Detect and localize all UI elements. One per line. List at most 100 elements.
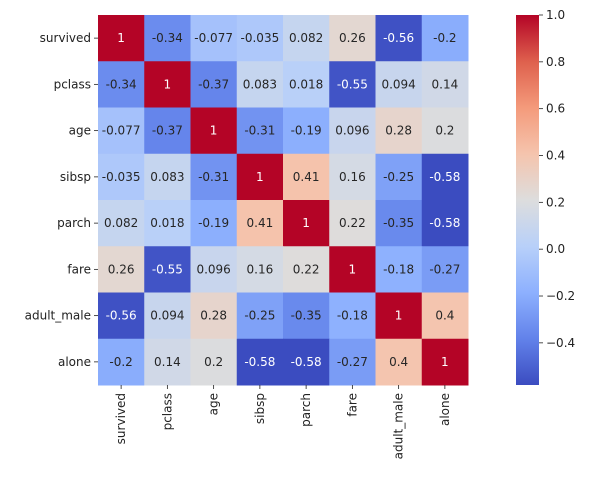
cell-value-label: 0.41 bbox=[293, 170, 320, 184]
heatmap-cell bbox=[329, 246, 376, 293]
heatmap-cell bbox=[375, 107, 423, 155]
heatmap-cell bbox=[144, 107, 191, 155]
cell-value-label: -0.35 bbox=[383, 216, 414, 230]
heatmap-cell bbox=[283, 15, 330, 62]
heatmap-cell bbox=[421, 15, 469, 62]
y-tick-label: age bbox=[69, 124, 91, 138]
heatmap-cell bbox=[329, 292, 376, 340]
heatmap-cell bbox=[421, 338, 469, 386]
cell-value-label: 0.26 bbox=[339, 31, 366, 45]
heatmap-cell bbox=[421, 61, 469, 108]
cell-value-label: -0.34 bbox=[152, 31, 183, 45]
y-tick-label: sibsp bbox=[60, 170, 91, 184]
heatmap-cell bbox=[421, 200, 469, 247]
cell-value-label: -0.56 bbox=[106, 309, 137, 323]
cell-value-label: -0.18 bbox=[383, 262, 414, 276]
heatmap-cell bbox=[236, 200, 284, 247]
cell-value-label: 0.083 bbox=[243, 77, 277, 91]
cell-value-label: -0.58 bbox=[429, 170, 460, 184]
cell-value-label: -0.077 bbox=[102, 124, 141, 138]
heatmap-cell bbox=[283, 200, 330, 247]
heatmap-cell bbox=[190, 15, 238, 62]
heatmap-cells bbox=[98, 15, 469, 386]
heatmap-cell bbox=[236, 292, 284, 340]
heatmap-cell bbox=[329, 153, 376, 201]
cell-value-label: -0.27 bbox=[429, 262, 460, 276]
x-tick-label: pclass bbox=[160, 393, 174, 430]
cell-value-label: -0.55 bbox=[337, 77, 368, 91]
cell-value-label: 0.082 bbox=[104, 216, 138, 230]
heatmap-cell bbox=[98, 15, 145, 62]
y-tick-label: adult_male bbox=[25, 309, 91, 323]
heatmap-cell bbox=[375, 153, 423, 201]
heatmap-cell bbox=[283, 292, 330, 340]
y-tick-label: pclass bbox=[54, 77, 91, 91]
heatmap-cell bbox=[329, 338, 376, 386]
cell-value-label: 1 bbox=[164, 77, 172, 91]
heatmap-cell bbox=[283, 61, 330, 108]
cell-value-label: 0.22 bbox=[293, 262, 320, 276]
heatmap-cell bbox=[283, 338, 330, 386]
cell-value-label: -0.31 bbox=[198, 170, 229, 184]
cell-value-label: -0.25 bbox=[383, 170, 414, 184]
x-tick-label: adult_male bbox=[392, 393, 406, 459]
cell-value-label: 0.26 bbox=[108, 262, 135, 276]
cell-value-label: 0.082 bbox=[289, 31, 323, 45]
x-tick-label: survived bbox=[114, 393, 128, 444]
y-tick-label: alone bbox=[58, 355, 91, 369]
cell-value-label: 0.018 bbox=[150, 216, 184, 230]
cell-value-label: 0.16 bbox=[339, 170, 366, 184]
cell-value-label: -0.27 bbox=[337, 355, 368, 369]
heatmap-cell bbox=[144, 15, 191, 62]
heatmap-cell bbox=[375, 15, 423, 62]
cell-value-label: 1 bbox=[210, 124, 218, 138]
x-axis: survived pclass age sibsp parch fare adult_mal… bbox=[114, 385, 452, 459]
x-tick-label: sibsp bbox=[253, 393, 267, 424]
heatmap-cell bbox=[329, 107, 376, 155]
heatmap-cell bbox=[375, 292, 423, 340]
x-tick-label: age bbox=[207, 393, 221, 415]
colorbar-tick-label: 0.0 bbox=[546, 242, 565, 256]
cell-value-label: -0.37 bbox=[152, 124, 183, 138]
heatmap-cell bbox=[190, 107, 238, 155]
cell-value-label: -0.58 bbox=[244, 355, 275, 369]
cell-value-label: -0.19 bbox=[291, 124, 322, 138]
heatmap-cell bbox=[98, 200, 145, 247]
cell-value-label: -0.37 bbox=[198, 77, 229, 91]
heatmap-cell bbox=[144, 246, 191, 293]
heatmap-cell bbox=[144, 61, 191, 108]
cell-value-label: 0.41 bbox=[247, 216, 274, 230]
heatmap-cell bbox=[236, 338, 284, 386]
heatmap-cell bbox=[144, 338, 191, 386]
heatmap-cell bbox=[190, 246, 238, 293]
cell-value-label: 0.2 bbox=[435, 124, 454, 138]
heatmap-cell bbox=[421, 153, 469, 201]
y-axis: survived pclass age sibsp parch fare adult_mal… bbox=[25, 31, 98, 369]
heatmap-cell bbox=[190, 61, 238, 108]
x-tick-label: alone bbox=[438, 393, 452, 426]
cell-value-label: 0.4 bbox=[435, 309, 454, 323]
cell-value-label: -0.25 bbox=[244, 309, 275, 323]
cell-value-label: 0.28 bbox=[200, 309, 227, 323]
cell-value-label: 1 bbox=[349, 262, 357, 276]
heatmap-cell bbox=[190, 292, 238, 340]
heatmap-cell bbox=[236, 153, 284, 201]
heatmap-cell bbox=[190, 200, 238, 247]
cell-value-label: 0.083 bbox=[150, 170, 184, 184]
cell-value-label: 0.4 bbox=[389, 355, 408, 369]
heatmap-cell bbox=[283, 153, 330, 201]
heatmap-cell bbox=[144, 292, 191, 340]
cell-value-label: 0.018 bbox=[289, 77, 323, 91]
colorbar-tick-label: 1.0 bbox=[546, 8, 565, 22]
cell-value-label: 0.14 bbox=[432, 77, 459, 91]
cell-value-label: -0.58 bbox=[429, 216, 460, 230]
cell-value-label: -0.035 bbox=[102, 170, 141, 184]
heatmap-cell bbox=[421, 292, 469, 340]
heatmap-cell-labels: 1 -0.34 -0.077 -0.035 0.082 0.26 -0.56 -0.2 -0.3… bbox=[102, 31, 461, 369]
heatmap-cell bbox=[98, 153, 145, 201]
heatmap-cell bbox=[98, 246, 145, 293]
cell-value-label: -0.077 bbox=[194, 31, 233, 45]
cell-value-label: 1 bbox=[302, 216, 310, 230]
cell-value-label: -0.58 bbox=[291, 355, 322, 369]
